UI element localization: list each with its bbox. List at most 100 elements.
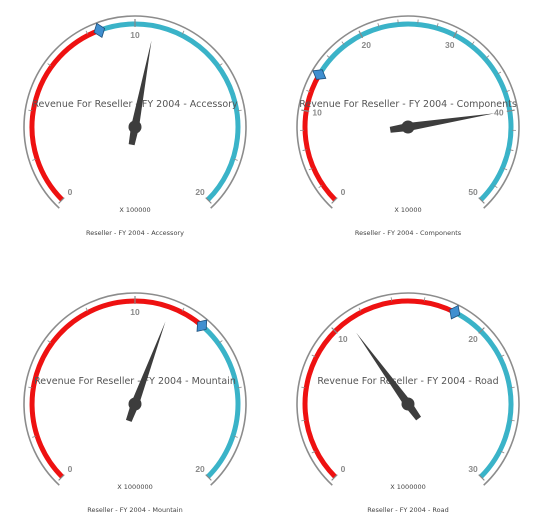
major-tick [331,197,338,204]
minor-tick [47,63,52,67]
minor-tick [436,23,439,28]
gauge-bezel [296,15,520,209]
minor-tick [237,386,242,389]
major-tick [331,327,338,334]
gauge: 0 10 20 Revenue For Reseller - FY 2004 - Mo… [23,292,247,514]
range-band-low [302,298,456,479]
gauge-title: Revenue For Reseller - FY 2004 - Compone… [299,99,517,110]
gauge-needle [125,321,166,422]
gauge-caption: Reseller - FY 2004 - Components [355,229,462,237]
major-tick [358,30,364,39]
minor-tick [28,109,33,112]
gauge-caption: Reseller - FY 2004 - Accessory [86,229,184,237]
minor-tick [358,307,362,312]
gauge-needle [389,113,495,133]
minor-tick [377,23,380,28]
gauge-unit-label: X 1000000 [117,483,152,491]
needle-hub [401,397,415,411]
major-tick [205,197,212,204]
minor-tick [500,354,505,358]
tick-label: 0 [68,187,73,197]
value-marker [93,22,106,39]
range-band-low [29,298,204,479]
minor-tick [233,158,238,161]
minor-tick [47,340,52,344]
gauge-unit-label: X 100000 [119,206,150,214]
gauge: 0 10 20 30 40 50 Revenue For Reseller - FY 200… [296,15,520,237]
minor-tick [503,167,508,171]
gauge-unit-label: X 10000 [394,206,421,214]
tick-label: 20 [361,40,371,50]
major-tick [478,474,485,481]
minor-tick [301,419,306,422]
minor-tick [471,41,475,46]
gauge-title: Revenue For Reseller - FY 2004 - Road [317,376,498,387]
tick-label: 20 [468,334,478,344]
value-marker [196,319,208,332]
major-tick [452,30,458,39]
minor-tick [500,450,505,454]
range-band-low [29,28,101,202]
needle-hub [128,120,142,134]
minor-tick [181,30,185,35]
range-band-low [302,73,337,202]
gauge-caption: Reseller - FY 2004 - Mountain [87,506,182,514]
tick-label: 10 [130,307,140,317]
range-band-high [200,323,241,479]
minor-tick [302,149,307,151]
gauge: 0 10 20 30 Revenue For Reseller - FY 2004 - … [296,292,520,514]
gauge: 0 10 20 Revenue For Reseller - FY 2004 - Ac… [23,15,247,237]
major-tick [506,109,515,112]
minor-tick [218,63,223,67]
minor-tick [311,450,316,454]
minor-tick [341,41,345,46]
minor-tick [485,55,490,59]
minor-tick [85,30,89,35]
minor-tick [308,167,313,171]
major-tick [58,197,65,204]
gauge-needle [128,40,152,146]
minor-tick [233,435,238,438]
tick-label: 10 [338,334,348,344]
tick-label: 50 [468,187,478,197]
tick-label: 0 [68,464,73,474]
minor-tick [306,90,311,93]
major-tick [478,197,485,204]
tick-label: 10 [130,30,140,40]
minor-tick [318,185,323,189]
major-tick [301,109,310,112]
gauge-title: Revenue For Reseller - FY 2004 - Mountai… [34,376,236,387]
major-tick [478,327,485,334]
tick-label: 0 [341,464,346,474]
minor-tick [32,435,37,438]
range-band-high [317,21,514,202]
minor-tick [510,419,515,422]
minor-tick [390,297,393,302]
tick-label: 30 [445,40,455,50]
major-tick [58,474,65,481]
gauge-caption: Reseller - FY 2004 - Road [367,506,448,514]
tick-label: 0 [341,187,346,197]
tick-label: 20 [195,187,205,197]
minor-tick [423,297,426,302]
gauge-unit-label: X 1000000 [390,483,425,491]
needle-hub [401,120,415,134]
minor-tick [497,71,502,75]
minor-tick [505,90,510,93]
value-marker [312,69,327,80]
tick-label: 40 [494,108,504,118]
minor-tick [301,386,306,389]
minor-tick [509,149,514,151]
minor-tick [28,386,33,389]
minor-tick [32,158,37,161]
needle-hub [128,397,142,411]
major-tick [205,474,212,481]
range-band-high [453,310,514,479]
minor-tick [85,307,89,312]
tick-label: 10 [312,108,322,118]
gauge-bezel [23,15,247,209]
major-tick [331,474,338,481]
gauge-title: Revenue For Reseller - FY 2004 - Accesso… [32,99,238,110]
minor-tick [237,109,242,112]
